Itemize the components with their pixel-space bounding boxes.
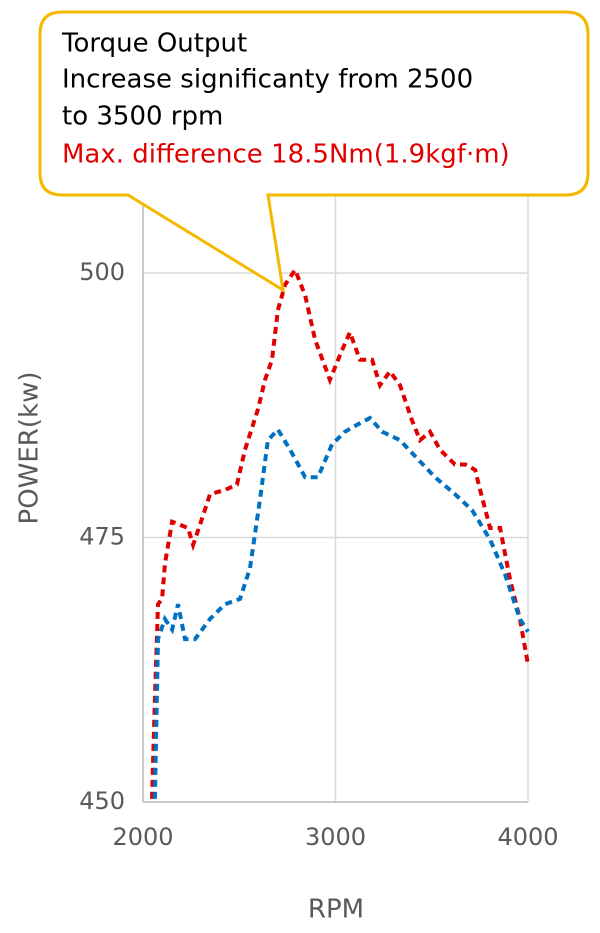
y-tick-label: 500 — [79, 258, 125, 286]
y-tick-label: 475 — [79, 523, 125, 551]
x-axis-title: RPM — [308, 895, 364, 925]
x-tick-label: 4000 — [497, 823, 558, 851]
series-line — [150, 265, 530, 799]
series-line — [152, 415, 530, 799]
callout-title: Torque Output — [61, 29, 247, 59]
callout-highlight: Max. difference 18.5Nm(1.9kgf·m) — [62, 140, 510, 170]
callout-text: to 3500 rpm — [62, 102, 223, 132]
x-tick-label: 3000 — [305, 823, 366, 851]
grid — [142, 195, 529, 803]
plot — [150, 265, 530, 799]
x-tick-label: 2000 — [112, 823, 173, 851]
callout-text: Increase significanty from 2500 — [62, 65, 473, 95]
y-tick-label: 450 — [79, 787, 125, 815]
y-axis-title: POWER(kw) — [15, 372, 45, 525]
callout — [38, 10, 590, 293]
